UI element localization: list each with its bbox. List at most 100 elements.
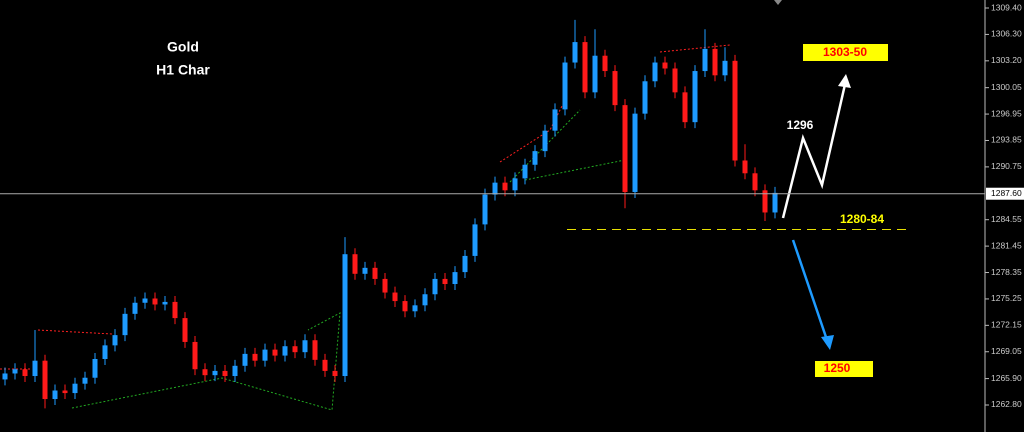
support-label: 1280-84 xyxy=(840,212,884,226)
candle-body xyxy=(72,383,78,394)
candle-body xyxy=(632,113,638,193)
y-tick-label: 1303.20 xyxy=(991,55,1022,65)
pivot-label: 1296 xyxy=(787,118,814,132)
candle-body xyxy=(572,42,578,63)
candle-body xyxy=(372,267,378,279)
candle-body xyxy=(432,278,438,295)
candle-body xyxy=(682,92,688,123)
candle-body xyxy=(712,48,718,76)
candle-body xyxy=(362,267,368,274)
candle-body xyxy=(12,369,18,374)
candle-body xyxy=(662,62,668,69)
candle-body xyxy=(132,302,138,314)
y-tick-label: 1269.05 xyxy=(991,346,1022,356)
candle-body xyxy=(472,224,478,256)
chart-subtitle: H1 Char xyxy=(156,62,210,78)
y-tick-label: 1275.25 xyxy=(991,293,1022,303)
candle-body xyxy=(42,360,48,400)
trend-line xyxy=(37,329,113,335)
candle-body xyxy=(62,390,68,394)
candle-body xyxy=(412,305,418,312)
scroll-marker xyxy=(774,0,782,5)
candle-body xyxy=(502,182,508,191)
y-tick-label: 1265.90 xyxy=(991,373,1022,383)
y-tick-label: 1309.40 xyxy=(991,2,1022,12)
candle-body xyxy=(692,71,698,123)
candle-body xyxy=(352,254,358,274)
y-tick-label: 1296.95 xyxy=(991,108,1022,118)
trend-line xyxy=(524,159,626,181)
candle-body xyxy=(232,365,238,377)
candle-body xyxy=(552,109,558,131)
candle-body xyxy=(602,55,608,72)
candle-body xyxy=(532,151,538,165)
candle-body xyxy=(402,301,408,312)
candle-body xyxy=(752,173,758,191)
candle-body xyxy=(442,278,448,285)
candle-body xyxy=(642,81,648,114)
candle-body xyxy=(302,340,308,353)
candle-body xyxy=(252,353,258,361)
candle-body xyxy=(202,369,208,376)
trend-line xyxy=(499,99,566,163)
y-tick-label: 1281.45 xyxy=(991,240,1022,250)
candle-body xyxy=(122,313,128,336)
target-box xyxy=(803,44,888,61)
candle-body xyxy=(462,255,468,273)
candle-body xyxy=(162,301,168,305)
candle-body xyxy=(562,62,568,110)
candle-body xyxy=(342,254,348,377)
candle-body xyxy=(52,390,58,400)
candle-body xyxy=(622,105,628,193)
candle-body xyxy=(512,178,518,191)
candle-body xyxy=(92,358,98,378)
candle-body xyxy=(722,60,728,76)
candle-body xyxy=(672,68,678,93)
candle-body xyxy=(492,182,498,195)
candle-body xyxy=(22,369,28,377)
target-box xyxy=(815,361,873,377)
candle-body xyxy=(262,349,268,361)
candle-body xyxy=(172,301,178,319)
trend-line xyxy=(509,109,581,183)
up-arrow xyxy=(781,79,848,219)
candle-body xyxy=(582,42,588,93)
candle-body xyxy=(772,192,778,213)
candle-body xyxy=(762,190,768,213)
candle-body xyxy=(542,130,548,152)
current-price-label: 1287.60 xyxy=(991,188,1022,198)
candle-body xyxy=(382,278,388,293)
target-label: 1303-50 xyxy=(823,45,867,59)
y-tick-label: 1284.55 xyxy=(991,214,1022,224)
candle-body xyxy=(32,360,38,377)
candle-body xyxy=(102,345,108,359)
candle-body xyxy=(612,71,618,106)
candle-body xyxy=(192,341,198,370)
candle-body xyxy=(222,370,228,377)
candle-body xyxy=(82,377,88,384)
candle-body xyxy=(452,272,458,285)
candle-body xyxy=(652,62,658,82)
candle-body xyxy=(482,194,488,225)
candle-body xyxy=(522,164,528,179)
y-tick-label: 1290.75 xyxy=(991,161,1022,171)
trend-line xyxy=(71,312,341,411)
candle-body xyxy=(312,340,318,360)
candle-body xyxy=(2,373,8,380)
candle-body xyxy=(392,292,398,302)
y-tick-label: 1262.80 xyxy=(991,399,1022,409)
current-price-box xyxy=(986,187,1024,200)
y-tick-label: 1306.30 xyxy=(991,29,1022,39)
candle-body xyxy=(272,349,278,356)
candle-body xyxy=(702,48,708,72)
candle-body xyxy=(242,353,248,366)
candle-body xyxy=(742,160,748,174)
candle-body xyxy=(332,370,338,377)
candle-body xyxy=(732,60,738,161)
down-arrow-head xyxy=(821,335,834,350)
candle-body xyxy=(152,298,158,305)
target-label: 1250 xyxy=(824,361,851,375)
chart-title: Gold xyxy=(167,39,199,55)
